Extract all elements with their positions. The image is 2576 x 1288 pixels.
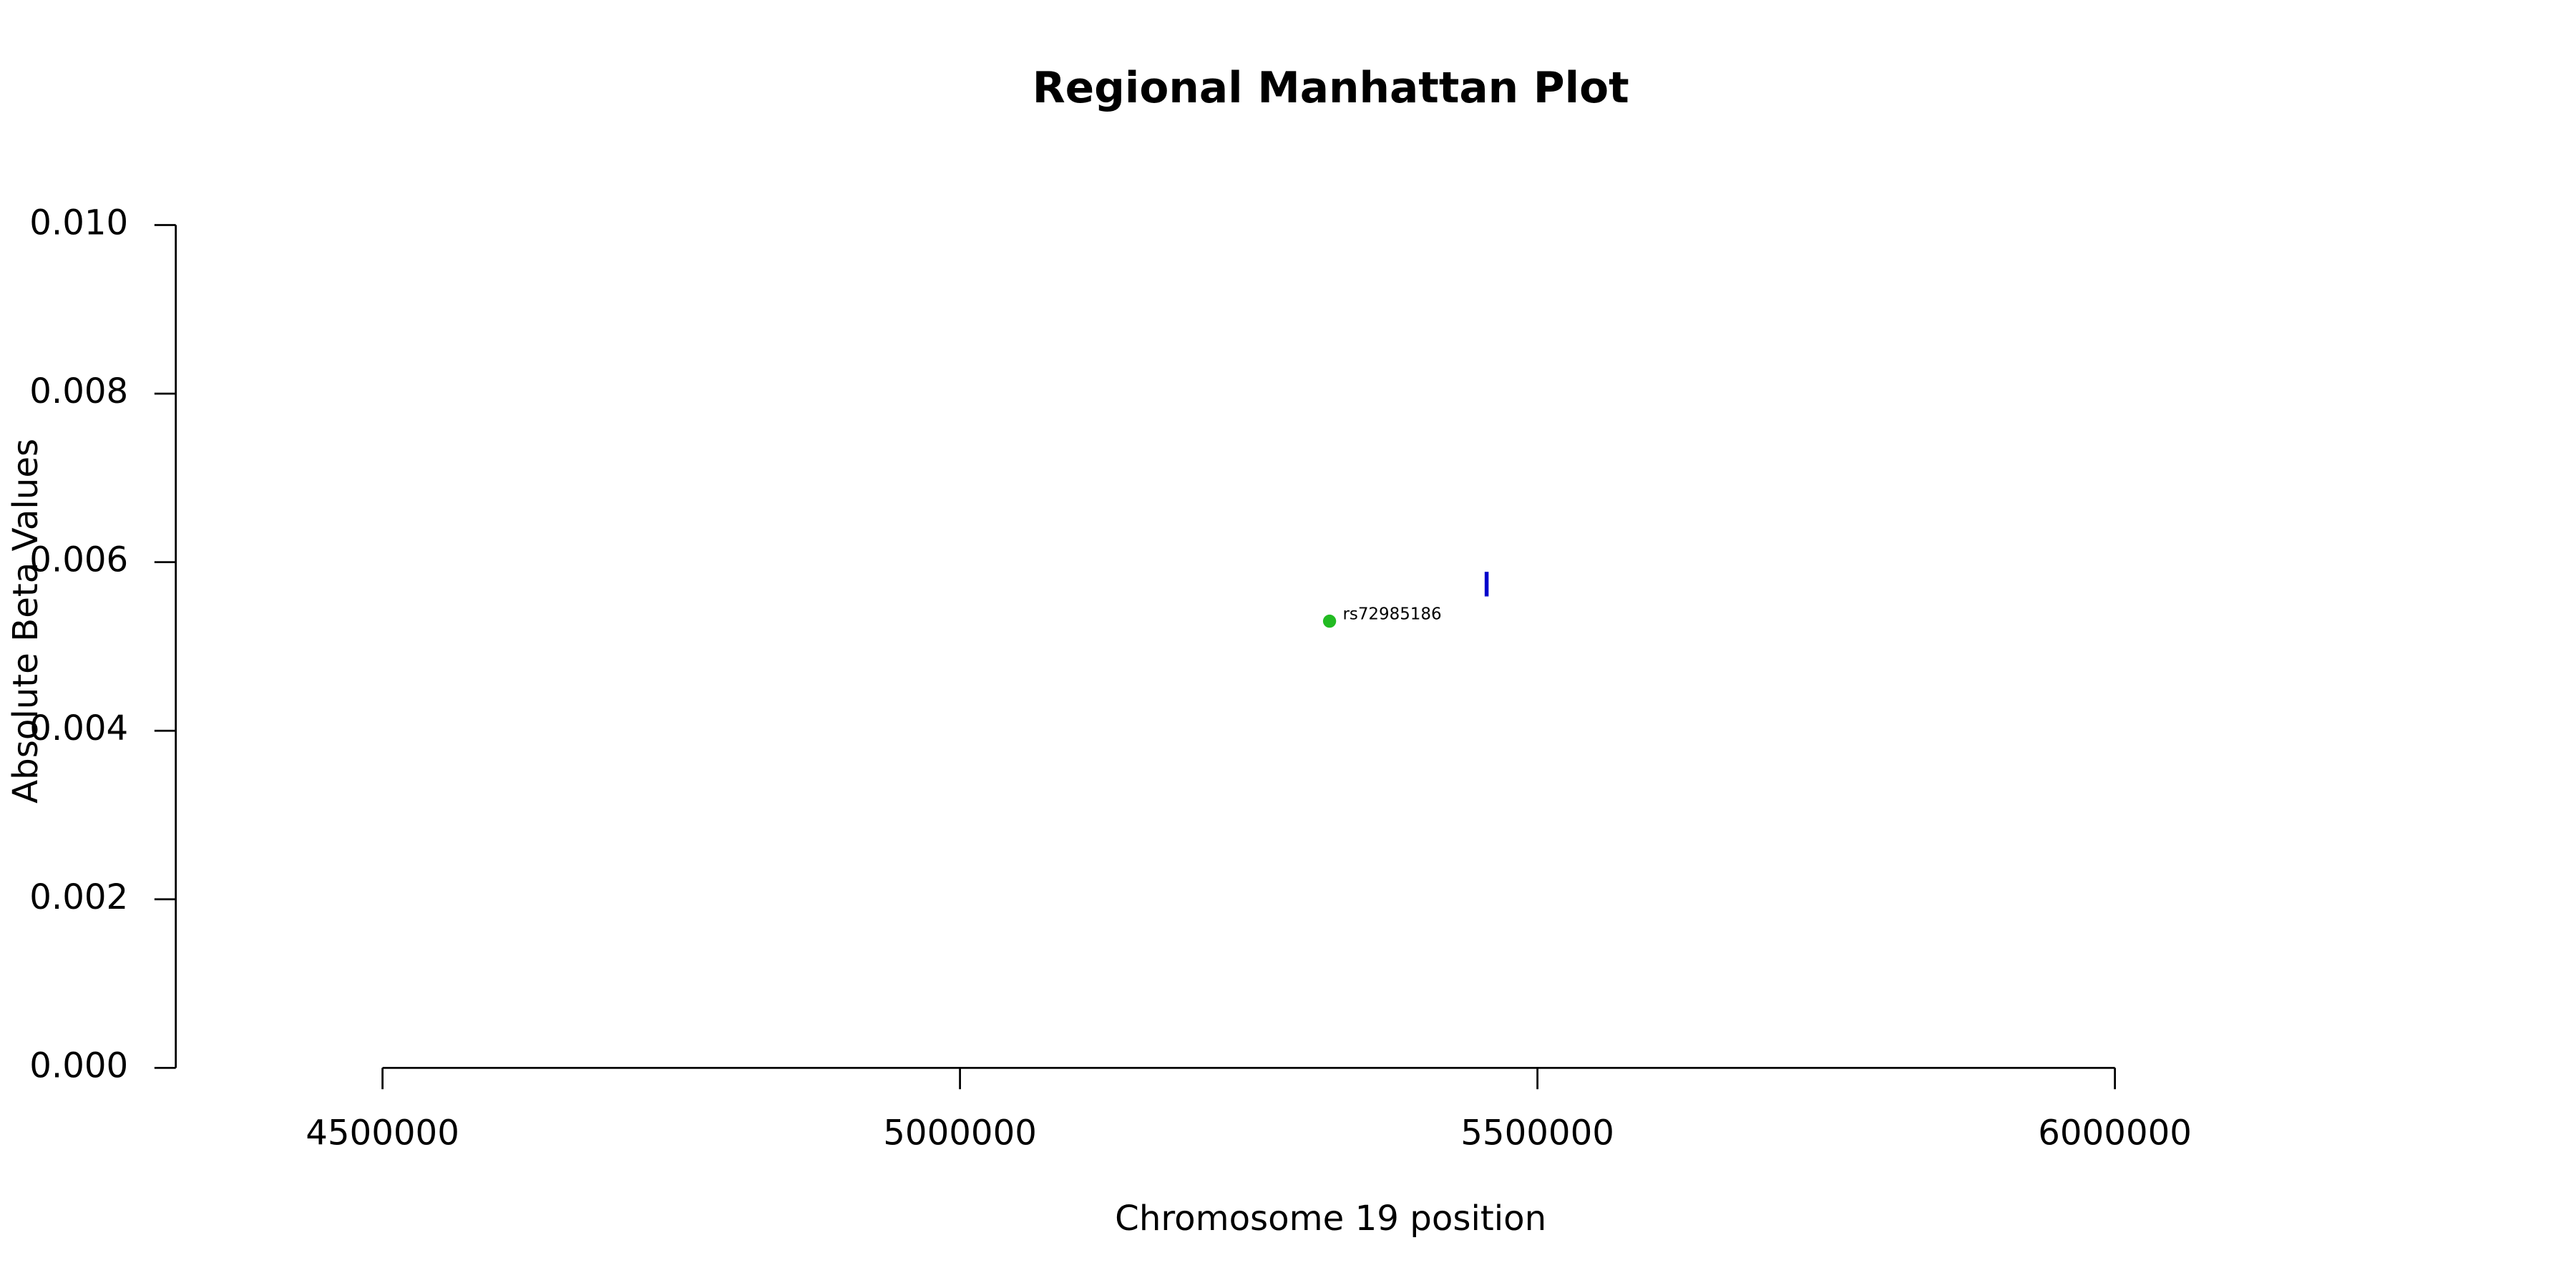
point-label: rs72985186: [1342, 605, 1441, 623]
y-tick-label: 0.004: [29, 708, 128, 748]
point: [1322, 614, 1337, 628]
y-tick-label: 0.010: [29, 203, 128, 243]
y-tick-label: 0.000: [29, 1045, 128, 1085]
y-tick-label: 0.006: [29, 540, 128, 580]
chart-title: Regional Manhattan Plot: [1033, 64, 1629, 113]
x-tick-label: 5000000: [883, 1113, 1037, 1153]
y-axis-label: Absolute Beta Values: [6, 439, 46, 804]
x-tick-label: 4500000: [306, 1113, 459, 1153]
y-tick-label: 0.008: [29, 371, 128, 411]
x-tick-label: 5500000: [1460, 1113, 1614, 1153]
x-axis-label: Chromosome 19 position: [1115, 1199, 1546, 1239]
x-tick-label: 6000000: [2038, 1113, 2192, 1153]
y-tick-label: 0.002: [29, 877, 128, 917]
